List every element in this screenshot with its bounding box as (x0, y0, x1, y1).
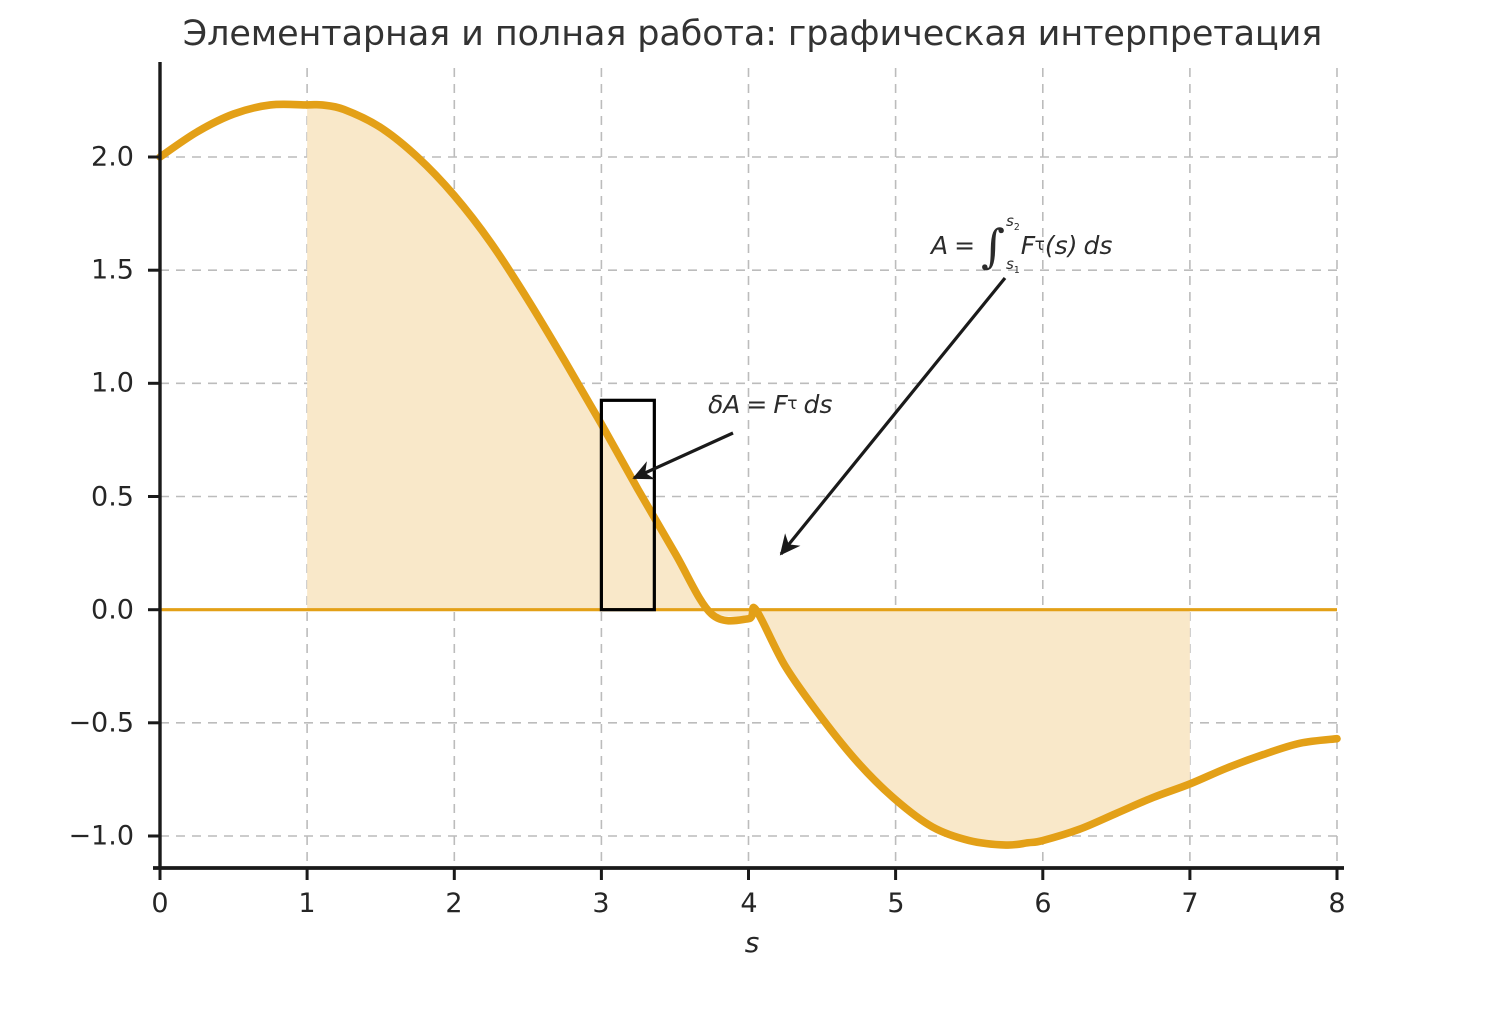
x-tick-label: 7 (1181, 888, 1199, 919)
figure-canvas: Элементарная и полная работа: графическа… (68, 14, 1346, 959)
x-tick-label: 1 (298, 888, 316, 919)
integral-upper-limit: s2 (1006, 212, 1020, 234)
elementary-work-rhs-subscript: τ (787, 394, 798, 414)
y-tick-label: 0.5 (91, 481, 134, 513)
total-work-lhs: A (931, 230, 949, 260)
integrand-base: F (1020, 230, 1036, 260)
x-tick-label: 4 (740, 888, 758, 919)
y-tick-label: −1.0 (68, 820, 134, 852)
chart-plot-svg (148, 62, 1344, 880)
integrand-argument: (s) (1044, 230, 1078, 260)
y-tick-label: 1.0 (91, 367, 134, 399)
x-axis-label: s (744, 926, 760, 959)
y-tick-label: 1.5 (91, 254, 134, 286)
x-tick-label: 3 (592, 888, 610, 919)
force-curve (156, 100, 1341, 849)
elementary-work-arrow (632, 431, 734, 480)
elementary-work-rhs-base: F (773, 390, 788, 419)
elementary-work-equals: = (746, 390, 768, 419)
total-work-arrow (779, 276, 1007, 556)
x-tick-label: 2 (445, 888, 463, 919)
chart-title: Элементарная и полная работа: графическа… (182, 14, 1323, 54)
y-tick-label: 2.0 (91, 141, 134, 173)
x-tick-label: 6 (1034, 888, 1052, 919)
x-tick-label: 5 (887, 888, 905, 919)
shaded-work-area (307, 104, 1190, 845)
y-tick-label: 0.0 (91, 594, 134, 626)
integrand-subscript: τ (1034, 234, 1045, 255)
y-axis-ticks (148, 155, 160, 838)
elementary-work-lhs: δA (708, 390, 741, 419)
x-axis-ticks (158, 868, 1339, 880)
element-strip-rectangle (599, 398, 656, 612)
integral-sign: ∫ (981, 219, 1006, 274)
x-tick-label: 0 (151, 888, 169, 919)
total-work-differential: ds (1083, 230, 1113, 260)
total-work-equals: = (954, 230, 976, 260)
integral-lower-limit: s1 (1006, 255, 1020, 276)
y-tick-label: −0.5 (68, 707, 134, 739)
elementary-work-differential: ds (803, 390, 833, 419)
x-tick-label: 8 (1328, 888, 1346, 919)
